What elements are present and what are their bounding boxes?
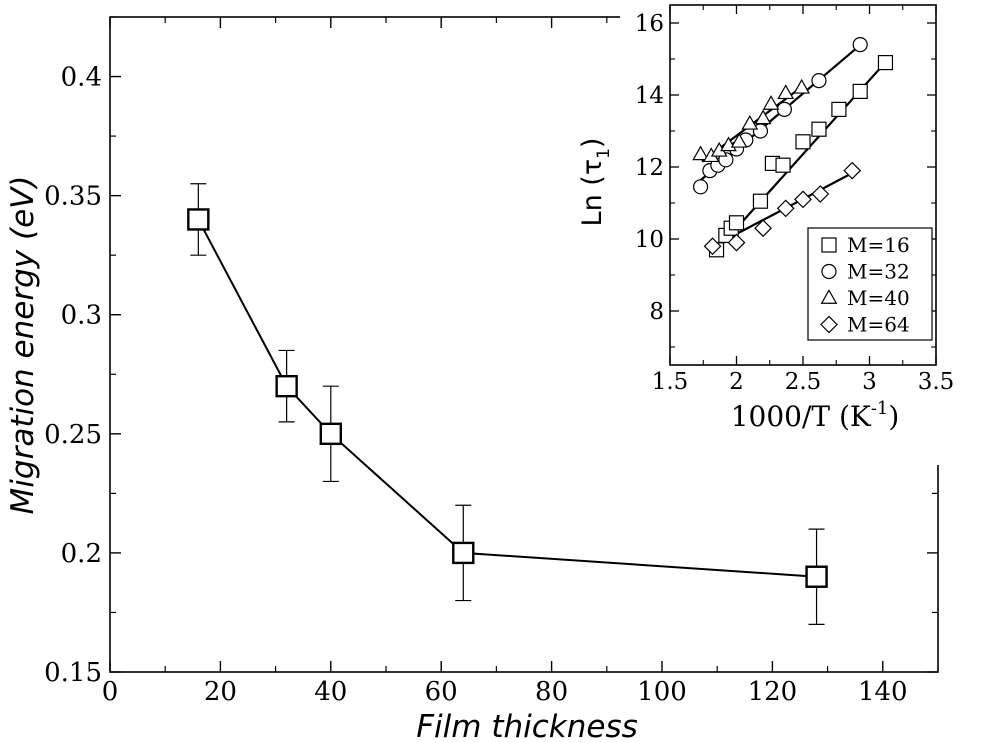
main-data-point (805, 565, 828, 588)
main-y-tick-label: 0.15 (44, 658, 102, 688)
inset-y-tick-label: 8 (649, 299, 664, 325)
inset-data-point (811, 72, 827, 89)
main-x-tick-label: 100 (637, 677, 687, 707)
main-x-tick-label: 80 (535, 677, 568, 707)
legend-marker (820, 289, 838, 304)
inset-data-point (752, 193, 769, 209)
inset-x-axis-label: 1000/T (K-1) (731, 398, 900, 433)
inset-data-point (692, 179, 709, 195)
inset-data-point (831, 101, 847, 118)
inset-y-axis-label: Ln (τ1) (577, 138, 614, 227)
inset-data-point (777, 84, 795, 100)
legend-label: M=40 (847, 286, 910, 310)
inset-data-point (852, 83, 868, 100)
inset-data-point (794, 190, 812, 209)
inset-x-label-sup: -1 (871, 398, 889, 419)
main-y-tick-label: 0.25 (44, 420, 102, 450)
inset-data-point (692, 145, 709, 161)
main-x-tick-label: 140 (858, 677, 908, 707)
main-x-axis-label: Film thickness (416, 709, 638, 742)
inset-y-tick-label: 14 (635, 83, 664, 109)
inset-y-tick-label: 12 (635, 155, 664, 181)
main-y-tick-label: 0.4 (61, 63, 102, 93)
inset-data-point (776, 199, 795, 218)
legend-label: M=16 (847, 233, 910, 257)
inset-data-point (703, 237, 722, 256)
legend-marker (820, 315, 838, 334)
inset-x-tick-label: 3.5 (918, 369, 955, 395)
inset-x-label-close: ) (888, 400, 899, 433)
main-data-point (319, 422, 342, 446)
inset-x-tick-label: 2.5 (785, 369, 822, 395)
main-y-tick-label: 0.3 (61, 301, 102, 331)
inset-data-point (754, 219, 772, 238)
inset-y-tick-label: 10 (635, 227, 664, 253)
inset-y-label-main: Ln (τ (577, 159, 608, 227)
inset-data-point (730, 132, 748, 148)
inset-x-label-main: 1000/T (K (731, 400, 872, 433)
inset-data-point (727, 233, 746, 252)
inset-data-point (793, 78, 811, 94)
main-y-tick-label: 0.2 (61, 539, 102, 569)
main-x-tick-label: 40 (314, 677, 347, 707)
main-data-point (452, 541, 475, 565)
inset-data-point (762, 95, 780, 110)
legend-marker (821, 237, 837, 253)
inset-data-point (811, 185, 830, 203)
inset-data-point (741, 114, 759, 130)
inset-series-group (692, 36, 894, 258)
main-y-tick-label: 0.35 (44, 182, 102, 212)
main-x-tick-label: 0 (102, 677, 119, 707)
inset-x-tick-label: 3 (862, 369, 877, 395)
main-data-point (275, 374, 298, 398)
legend-label: M=64 (847, 313, 910, 337)
main-x-tick-label: 60 (425, 677, 458, 707)
inset-data-point (877, 54, 894, 71)
inset-data-point (795, 134, 811, 150)
inset-y-label-close: ) (577, 138, 608, 149)
inset-y-tick-label: 16 (635, 11, 664, 37)
inset-data-point (811, 121, 827, 137)
main-x-tick-label: 120 (748, 677, 798, 707)
main-series-group (187, 183, 828, 625)
main-data-point (187, 208, 210, 231)
main-x-tick-label: 20 (204, 677, 237, 707)
inset-data-point (776, 101, 792, 118)
inset-y-label-sub: 1 (594, 148, 614, 159)
inset-data-point (852, 36, 868, 53)
main-y-axis-label: Migration energy (eV) (5, 176, 41, 515)
main-tick-labels: 0 20 40 60 80 100 120 140 0.15 0.2 0.25 0.3 0.35 0.4 (44, 63, 908, 707)
inset-legend-items: M=16 M=32M=40 M=64 (820, 233, 910, 337)
legend-label: M=32 (847, 260, 910, 284)
inset-tick-labels: 1.5 2 2.5 3 3.5 8 10 12 14 16 (635, 11, 955, 395)
inset-data-point (754, 109, 772, 125)
legend-marker (821, 263, 837, 280)
inset-axis-ticks (669, 5, 937, 365)
inset-data-point (775, 157, 791, 173)
inset-x-tick-label: 2 (729, 369, 744, 395)
inset-data-point (843, 161, 862, 180)
inset-data-point (728, 215, 745, 231)
inset-x-tick-label: 1.5 (652, 369, 689, 395)
